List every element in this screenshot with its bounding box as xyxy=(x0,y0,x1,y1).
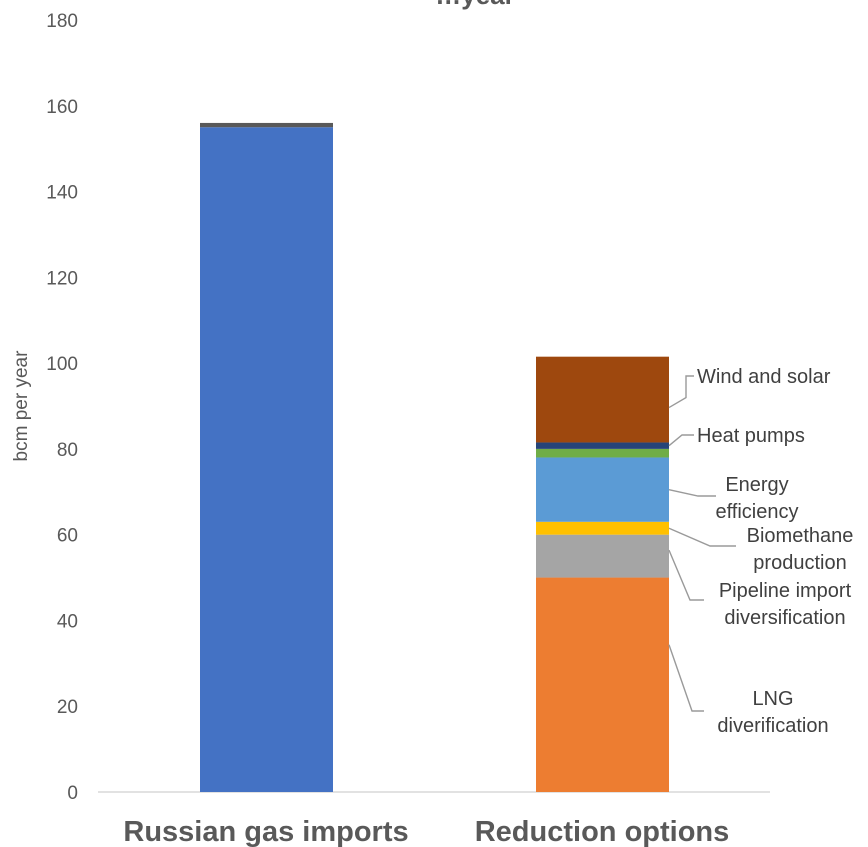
category-label: Russian gas imports xyxy=(123,816,408,847)
bar-segment xyxy=(200,122,333,128)
annotation-leader-line xyxy=(668,549,704,601)
y-tick-label: 140 xyxy=(46,183,78,204)
y-tick-label: 160 xyxy=(46,97,78,118)
annotation-label: Heat pumps xyxy=(697,425,805,447)
y-tick-label: 0 xyxy=(67,783,78,804)
bar-segment xyxy=(536,448,669,458)
bar-segment xyxy=(536,442,669,449)
y-tick-label: 40 xyxy=(57,611,78,632)
annotation-label: efficiency xyxy=(715,501,798,523)
annotation-label: diverification xyxy=(717,715,828,737)
bar-segment xyxy=(536,521,669,535)
annotation-leader-line xyxy=(668,644,704,712)
y-axis-label: bcm per year xyxy=(11,350,32,462)
chart-title-partial: …year xyxy=(435,0,515,10)
annotation-leader-line xyxy=(668,375,694,409)
bar-segment xyxy=(536,457,669,522)
annotation-label: Pipeline import xyxy=(719,580,852,602)
annotation-leader-line xyxy=(668,434,694,447)
y-tick-label: 120 xyxy=(46,268,78,289)
category-label: Reduction options xyxy=(475,816,730,847)
y-tick-label: 100 xyxy=(46,354,78,375)
bar-segment xyxy=(536,577,669,792)
bar-stacks xyxy=(200,122,669,792)
annotation-label: LNG xyxy=(752,688,793,710)
category-labels: Russian gas imports Reduction options xyxy=(123,816,729,847)
annotation-label: Wind and solar xyxy=(697,366,831,388)
y-tick-label: 180 xyxy=(46,11,78,32)
annotation-label: diversification xyxy=(724,607,845,629)
segment-annotations: Wind and solar Heat pumps Energy efficiency… xyxy=(668,366,854,737)
y-tick-label: 80 xyxy=(57,440,78,461)
y-tick-label: 20 xyxy=(57,697,78,718)
bar-segment xyxy=(536,534,669,578)
annotation-leader-line xyxy=(668,488,716,497)
bar-segment xyxy=(536,356,669,443)
annotation-label: Biomethane xyxy=(747,525,854,547)
annotation-label: Energy xyxy=(725,474,788,496)
y-axis: 0 20 40 60 80 100 120 140 160 180 xyxy=(46,11,78,804)
y-tick-label: 60 xyxy=(57,526,78,547)
annotation-label: production xyxy=(753,552,846,574)
annotation-leader-line xyxy=(668,527,736,547)
bar-segment xyxy=(200,127,333,792)
